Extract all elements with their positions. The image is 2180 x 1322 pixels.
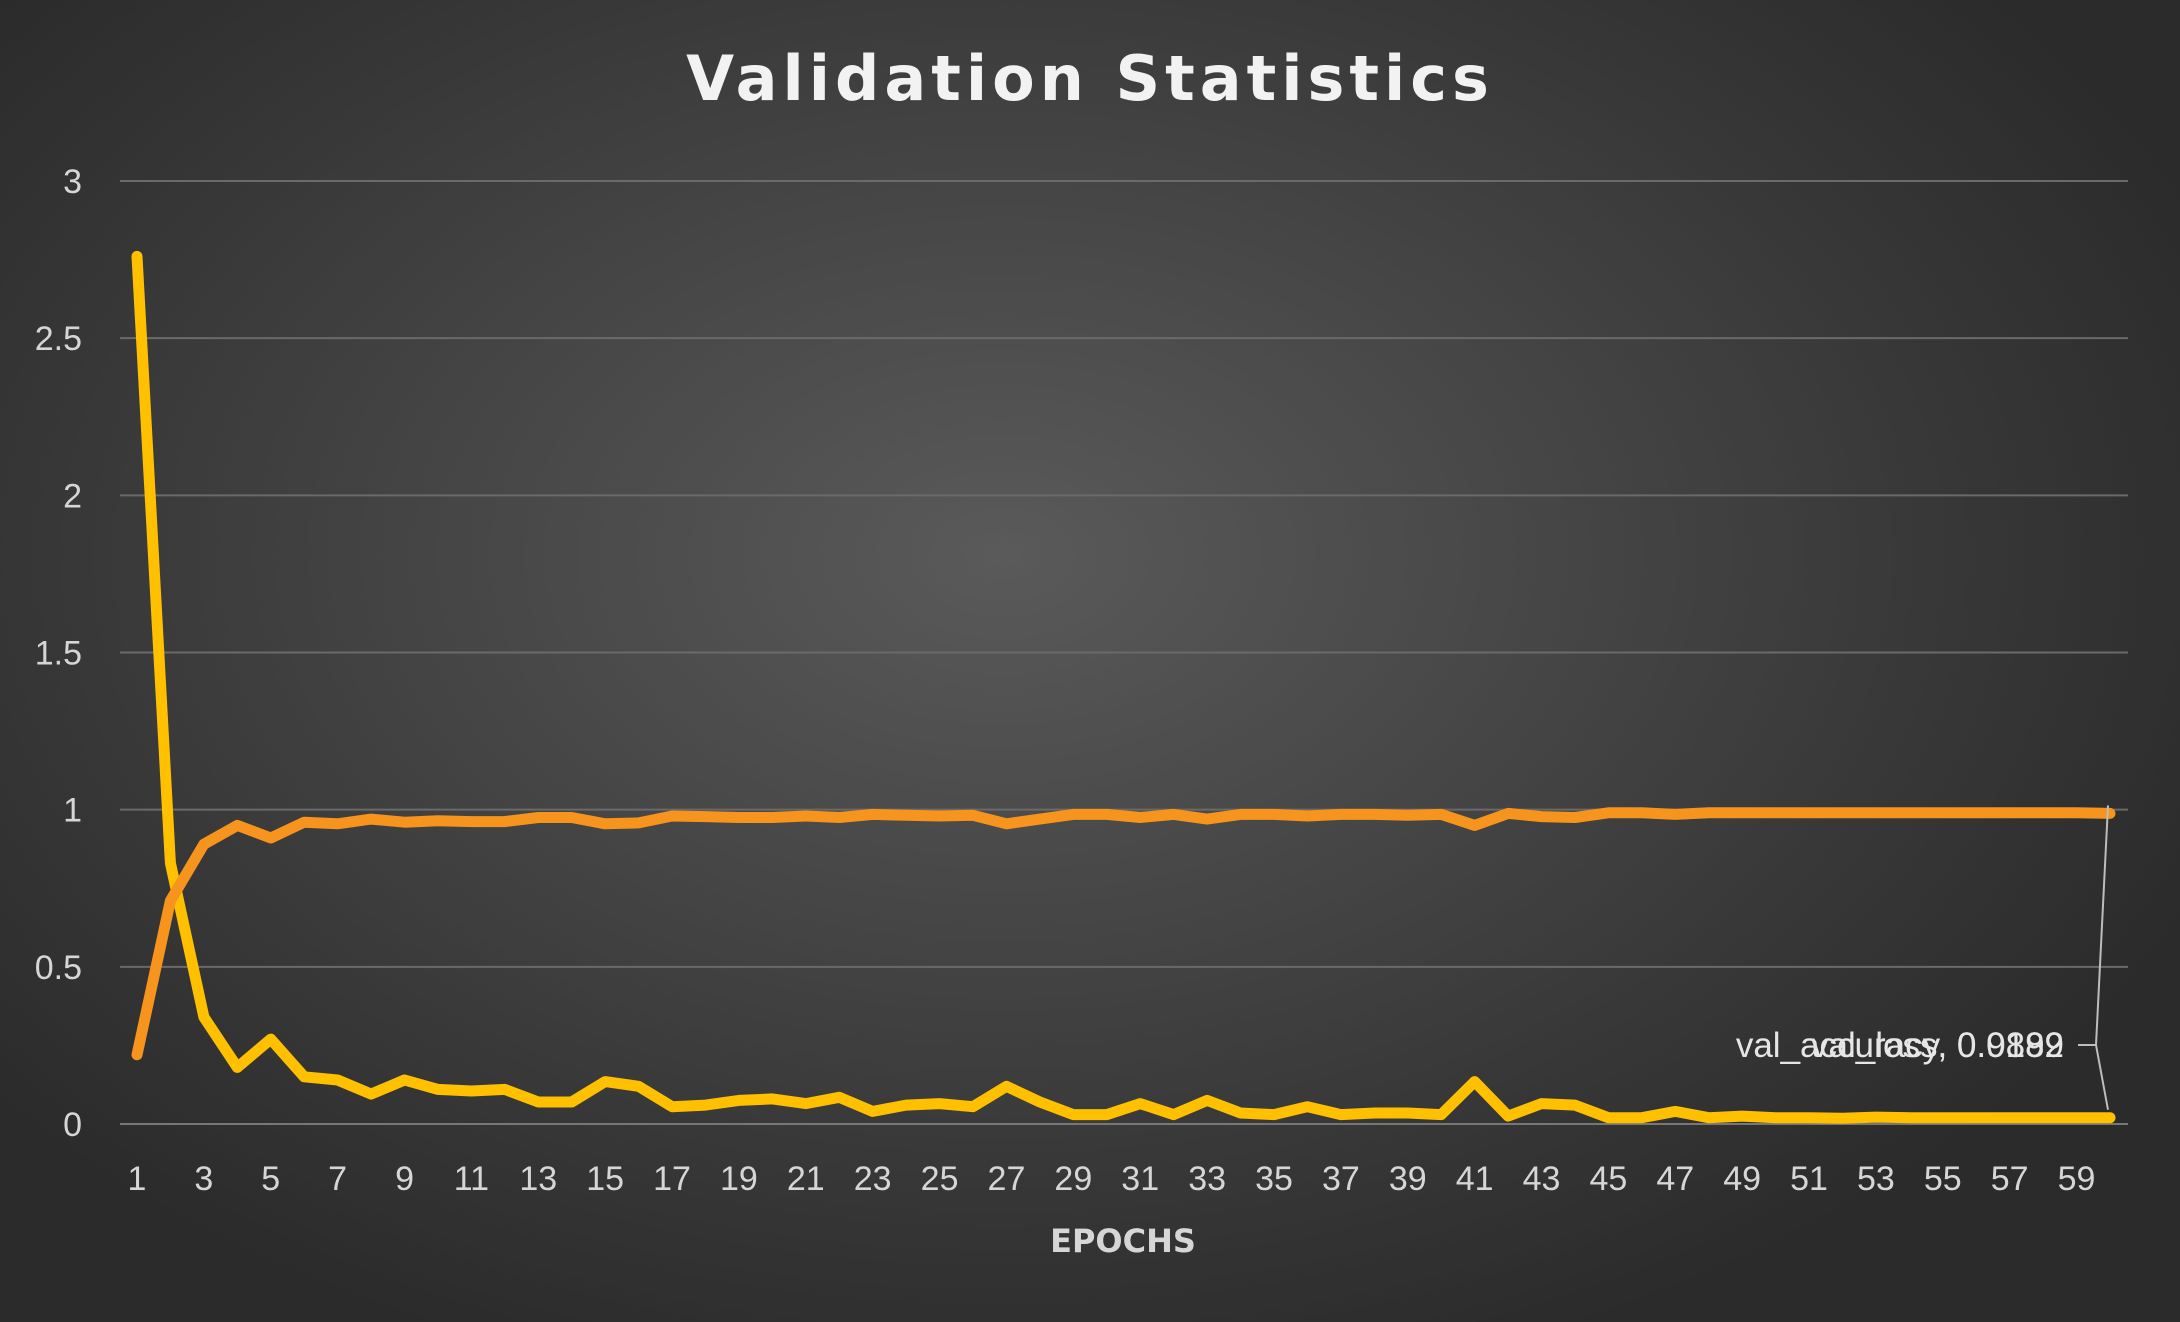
x-tick-label: 1	[128, 1160, 147, 1198]
x-tick-label: 37	[1322, 1160, 1360, 1198]
x-tick-label: 35	[1255, 1160, 1293, 1198]
x-axis-title: EPOCHS	[1050, 1222, 1196, 1260]
chart-title: Validation Statistics	[686, 42, 1494, 115]
x-tick-label: 49	[1723, 1160, 1761, 1198]
x-tick-label: 7	[328, 1160, 347, 1198]
y-tick-label: 0	[63, 1106, 82, 1144]
x-tick-label: 57	[1991, 1160, 2029, 1198]
x-tick-label: 31	[1121, 1160, 1159, 1198]
x-tick-label: 23	[854, 1160, 892, 1198]
x-tick-label: 3	[194, 1160, 213, 1198]
x-tick-label: 19	[720, 1160, 758, 1198]
x-tick-label: 53	[1857, 1160, 1895, 1198]
x-tick-label: 29	[1054, 1160, 1092, 1198]
leader-line	[2078, 1044, 2109, 1110]
y-tick-label: 1.5	[35, 635, 82, 673]
series-lines	[131, 250, 2116, 1124]
x-tick-label: 39	[1389, 1160, 1427, 1198]
x-tick-label: 15	[586, 1160, 624, 1198]
x-tick-label: 51	[1790, 1160, 1828, 1198]
y-tick-label: 0.5	[35, 949, 82, 987]
x-tick-label: 47	[1656, 1160, 1694, 1198]
series-line-val-accuracy	[131, 807, 2116, 1061]
x-tick-label: 27	[988, 1160, 1026, 1198]
x-tick-label: 45	[1589, 1160, 1627, 1198]
x-tick-label: 25	[921, 1160, 959, 1198]
x-tick-label: 41	[1456, 1160, 1494, 1198]
x-tick-label: 9	[395, 1160, 414, 1198]
data-label-val-accuracy: val_accuracy, 0.9882	[1736, 1026, 2064, 1065]
x-axis-ticks: 1 3 5 7 9 11 13 15 17 19 21 23 25 27 29 31 33 35 37 39 41 43 4…	[128, 1160, 2096, 1198]
x-tick-label: 11	[454, 1160, 489, 1198]
x-tick-label: 43	[1523, 1160, 1561, 1198]
y-tick-label: 3	[63, 163, 82, 201]
data-label-val-loss: val_loss, 0.0199	[1811, 1026, 2064, 1065]
y-tick-label: 2.5	[35, 320, 82, 358]
series-line-val-loss	[131, 250, 2116, 1124]
y-tick-label: 1	[63, 792, 82, 830]
x-tick-label: 59	[2058, 1160, 2096, 1198]
x-tick-label: 55	[1924, 1160, 1962, 1198]
leader-line	[2078, 805, 2109, 1046]
y-axis-ticks: 0 0.5 1 1.5 2 2.5 3	[35, 163, 82, 1144]
y-tick-label: 2	[63, 477, 82, 515]
x-tick-label: 5	[261, 1160, 280, 1198]
x-tick-label: 21	[787, 1160, 825, 1198]
x-tick-label: 13	[519, 1160, 557, 1198]
gridlines	[120, 180, 2128, 1125]
x-tick-label: 33	[1188, 1160, 1226, 1198]
x-tick-label: 17	[653, 1160, 691, 1198]
